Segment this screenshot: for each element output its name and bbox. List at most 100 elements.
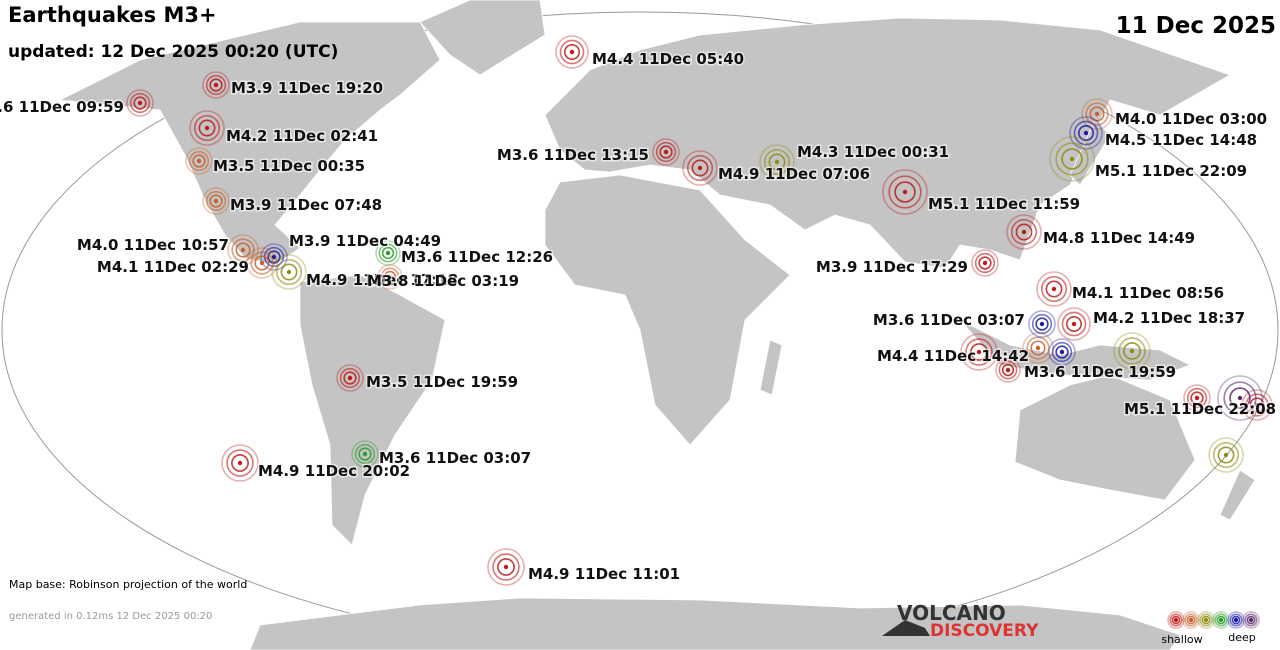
marker-center <box>1237 395 1243 401</box>
marker-ring <box>267 250 281 264</box>
madagascar <box>759 339 783 396</box>
quake-label: M3.6 11Dec 03:07 <box>873 311 1025 329</box>
marker-ring <box>133 96 147 110</box>
marker-center <box>271 254 277 260</box>
marker-center <box>362 451 368 457</box>
marker-center <box>1035 345 1041 351</box>
marker-ring <box>998 360 1018 380</box>
marker-ring <box>383 270 397 284</box>
marker-ring <box>221 444 259 482</box>
marker-ring <box>1169 613 1183 627</box>
quake-label: M4.8 11Dec 14:49 <box>1043 229 1195 247</box>
marker-ring <box>1167 611 1185 629</box>
quake-marker <box>1069 116 1103 150</box>
marker-ring <box>1201 615 1211 625</box>
marker-ring <box>492 553 520 581</box>
marker-ring <box>1051 341 1073 363</box>
marker-ring <box>555 35 589 69</box>
quake-marker <box>336 364 364 392</box>
marker-ring <box>231 454 249 472</box>
marker-ring <box>1197 611 1215 629</box>
marker-ring <box>1030 340 1046 356</box>
marker-ring <box>231 238 255 262</box>
marker-center <box>503 564 509 570</box>
marker-center <box>387 274 393 280</box>
marker-ring <box>1183 384 1211 412</box>
marker-ring <box>1244 613 1258 627</box>
quake-marker <box>1028 310 1056 338</box>
marker-ring <box>1061 148 1083 170</box>
marker-center <box>663 149 669 155</box>
marker-ring <box>351 440 379 468</box>
quake-label: M4.1 11Dec 08:56 <box>1072 284 1224 302</box>
marker-center <box>1194 395 1200 401</box>
south-america <box>299 274 446 546</box>
marker-center <box>982 260 988 266</box>
quake-marker <box>1182 611 1200 629</box>
marker-ring <box>1212 611 1230 629</box>
quake-marker <box>1113 332 1151 370</box>
quake-marker <box>189 110 225 146</box>
quake-marker <box>1217 375 1263 421</box>
date: 11 Dec 2025 <box>1116 13 1276 39</box>
marker-ring <box>882 169 928 215</box>
marker-ring <box>497 558 515 576</box>
marker-ring <box>209 78 223 92</box>
marker-ring <box>354 443 376 465</box>
legend-shallow: shallow <box>1161 633 1202 646</box>
quake-marker <box>271 254 307 290</box>
marker-center <box>385 250 391 256</box>
marker-ring <box>205 74 227 96</box>
marker-ring <box>235 242 251 258</box>
quake-marker <box>1208 437 1244 473</box>
quake-label: M4.2 11Dec 18:37 <box>1093 309 1245 327</box>
marker-ring <box>129 92 151 114</box>
title: Earthquakes M3+ <box>8 3 217 27</box>
quake-marker <box>1006 214 1042 250</box>
marker-center <box>1059 349 1065 355</box>
marker-ring <box>254 255 270 271</box>
quake-label: M4.0 11Dec 03:00 <box>1115 110 1267 128</box>
marker-ring <box>1199 613 1213 627</box>
legend-deep: deep <box>1228 631 1256 644</box>
marker-ring <box>1057 307 1091 341</box>
marker-ring <box>343 371 357 385</box>
marker-center <box>213 198 219 204</box>
marker-ring <box>1055 142 1089 176</box>
quake-label: M4.3 11Dec 00:31 <box>797 143 949 161</box>
quake-marker <box>1183 384 1211 412</box>
marker-ring <box>1227 611 1245 629</box>
marker-ring <box>659 145 673 159</box>
marker-ring <box>226 449 254 477</box>
marker-ring <box>1028 310 1056 338</box>
quake-label: M3.6 11Dec 19:59 <box>1024 363 1176 381</box>
marker-ring <box>1040 275 1068 303</box>
quake-label: M4.2 11Dec 02:41 <box>226 127 378 145</box>
marker-ring <box>970 343 988 361</box>
quake-label: M3.9 11Dec 07:48 <box>230 196 382 214</box>
marker-center <box>240 247 246 253</box>
marker-center <box>1039 321 1045 327</box>
marker-ring <box>1006 214 1042 250</box>
marker-ring <box>280 263 298 281</box>
marker-ring <box>1036 271 1072 307</box>
quake-label: M3.5 11Dec 19:59 <box>366 373 518 391</box>
marker-ring <box>192 154 206 168</box>
quake-marker <box>487 548 525 586</box>
marker-ring <box>691 159 709 177</box>
quake-label: M4.9 11Dec 07:06 <box>718 165 870 183</box>
quake-label: M3.9 11Dec 04:49 <box>289 232 441 250</box>
marker-ring <box>1190 391 1204 405</box>
marker-ring <box>1229 613 1243 627</box>
marker-ring <box>686 154 714 182</box>
marker-ring <box>487 548 525 586</box>
marker-ring <box>1214 613 1228 627</box>
marker-ring <box>336 364 364 392</box>
greenland <box>419 0 546 76</box>
marker-ring <box>1184 613 1198 627</box>
quake-label: M4.9 11Dec 17:18 <box>306 271 458 289</box>
marker-ring <box>1031 313 1053 335</box>
marker-center <box>1071 321 1077 327</box>
marker-ring <box>126 89 154 117</box>
